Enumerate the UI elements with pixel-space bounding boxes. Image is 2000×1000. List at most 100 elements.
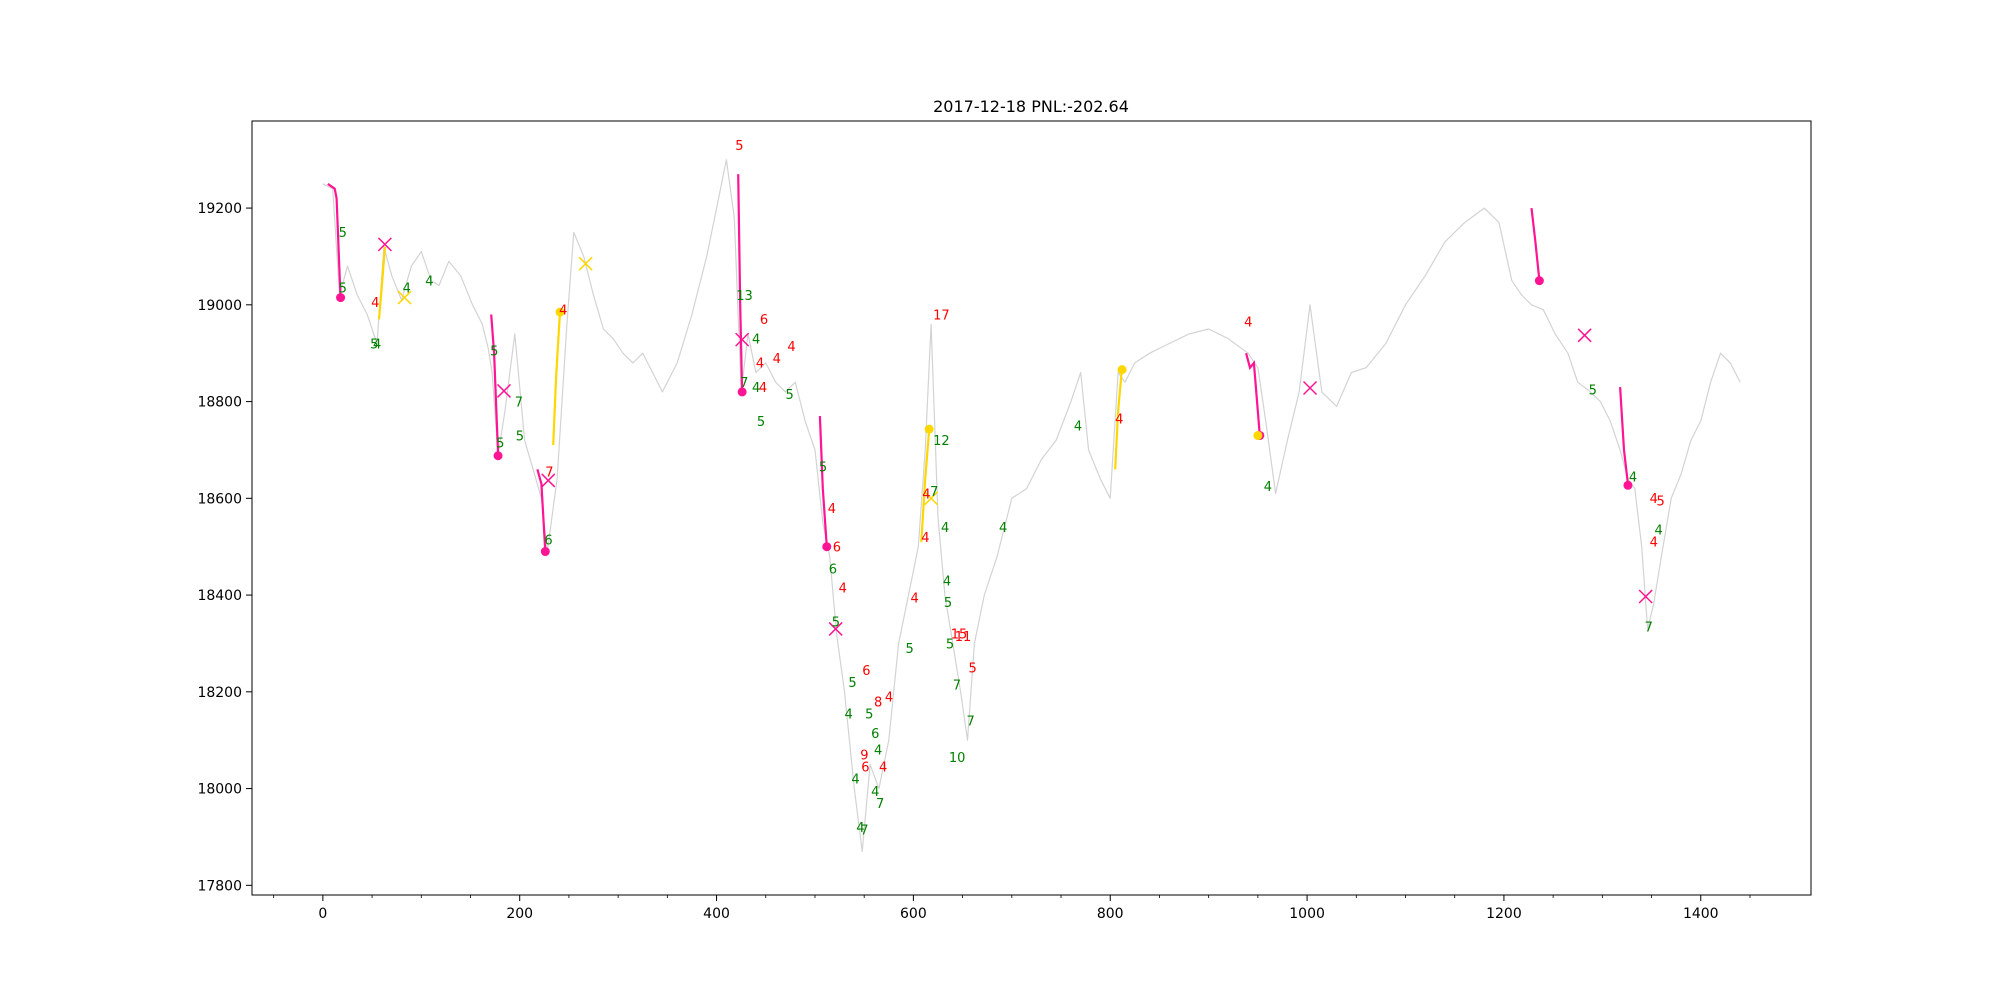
trade-annotation-62: 5: [969, 661, 977, 676]
trade-annotation-29: 6: [829, 562, 837, 577]
trade-annotation-26: 5: [819, 461, 827, 476]
entry-marker-10: [555, 307, 565, 317]
short-trade-line-7: [1619, 387, 1629, 484]
exit-marker-5: [1303, 380, 1318, 396]
long-trade-line-2: [920, 430, 931, 542]
exit-marker-stroke-b: [578, 256, 593, 271]
entry-marker-6: [1534, 276, 1544, 286]
trade-annotation-10: 5: [516, 429, 524, 444]
trade-lines-layer: [327, 174, 1629, 552]
exit-marker-0: [377, 237, 392, 252]
trade-annotation-40: 9: [860, 749, 868, 764]
exit-marker-stroke-b: [541, 473, 556, 488]
trade-annotation-33: 5: [848, 676, 856, 691]
trade-annotation-43: 4: [851, 773, 859, 788]
trade-annotation-68: 4: [1244, 316, 1252, 331]
trade-annotation-11: 7: [545, 466, 553, 481]
trade-annotation-31: 5: [832, 616, 840, 631]
trade-annotation-42: 4: [879, 761, 887, 776]
trade-annotation-76: 7: [1645, 620, 1653, 635]
trade-annotation-37: 5: [865, 707, 873, 722]
exit-marker-stroke-b: [924, 491, 939, 506]
entry-marker-3: [737, 387, 747, 397]
trade-annotation-20: 4: [756, 357, 764, 372]
trade-annotation-59: 11: [955, 630, 972, 645]
entry-marker-0: [336, 293, 346, 303]
trade-annotation-39: 4: [874, 744, 882, 759]
exit-marker-stroke-b: [1577, 328, 1592, 343]
x-tick-label-5: 1000: [1289, 906, 1325, 922]
trade-annotation-67: 4: [1115, 412, 1123, 427]
chart-title: 2017-12-18 PNL:-202.64: [933, 97, 1129, 116]
y-tick-label-3: 18400: [197, 588, 242, 604]
exit-marker-stroke-b: [735, 332, 750, 347]
trade-annotation-45: 7: [876, 797, 884, 812]
exit-marker-stroke-b: [1638, 589, 1653, 604]
trade-annotation-6: 4: [425, 274, 433, 289]
y-tick-label-4: 18600: [197, 491, 242, 507]
trade-annotation-60: 5: [946, 637, 954, 652]
y-tick-label-1: 18000: [197, 782, 242, 798]
exit-marker-stroke-b: [1303, 380, 1318, 396]
long-trade-line-0: [377, 246, 386, 320]
entry-marker-11: [1253, 430, 1263, 440]
trade-annotation-19: 4: [773, 352, 781, 367]
trade-annotation-73: 5: [1656, 495, 1664, 510]
short-trade-line-0: [327, 182, 342, 301]
trade-annotation-44: 4: [871, 785, 879, 800]
exit-marker-stroke-b: [397, 290, 412, 305]
price-series-layer: [322, 159, 1741, 853]
long-trade-line-3: [1114, 367, 1124, 470]
trade-annotation-75: 4: [1650, 536, 1658, 551]
axes-layer: 0 200 400 600 800 1000 1200 1400 17800 18000 18200…: [197, 201, 1751, 922]
exit-marker-7: [1638, 589, 1653, 604]
trade-annotation-28: 6: [833, 541, 841, 556]
trade-annotation-9: 5: [496, 437, 504, 452]
trade-annotation-34: 8: [874, 695, 882, 710]
trade-annotation-21: 7: [740, 376, 748, 391]
trade-annotation-3: 5: [370, 337, 378, 352]
trade-annotation-17: 4: [752, 333, 760, 348]
x-tick-label-0: 0: [318, 906, 327, 922]
entry-marker-8: [924, 424, 934, 434]
exit-marker-2: [541, 473, 556, 488]
exit-marker-10: [924, 491, 939, 506]
entry-marker-1: [493, 451, 503, 461]
trade-annotation-63: 7: [953, 678, 961, 693]
price-series-line: [322, 159, 1741, 853]
trade-annotation-27: 4: [828, 502, 836, 517]
x-tick-label-2: 400: [703, 906, 730, 922]
trade-annotation-64: 7: [967, 715, 975, 730]
trade-annotation-1: 5: [339, 282, 347, 297]
exit-marker-stroke-b: [496, 383, 511, 398]
exit-marker-3: [735, 332, 750, 347]
plot-area-frame: [251, 120, 1812, 896]
exit-marker-6: [1577, 328, 1592, 343]
trade-annotation-65: 10: [949, 751, 966, 766]
y-tick-label-5: 18800: [197, 395, 242, 411]
trade-annotation-74: 4: [1655, 524, 1663, 539]
trade-annotation-13: 4: [559, 304, 567, 319]
trade-annotation-53: 4: [999, 521, 1007, 536]
trade-annotation-49: 12: [933, 434, 950, 449]
long-trade-line-1: [552, 309, 562, 446]
exit-marker-stroke-b: [828, 621, 843, 636]
trade-annotation-47: 7: [860, 824, 868, 839]
exit-marker-1: [496, 383, 511, 398]
exit-marker-4: [828, 621, 843, 636]
trade-annotation-14: 5: [735, 139, 743, 154]
short-trade-line-5: [1530, 207, 1541, 281]
trade-annotation-46: 4: [856, 821, 864, 836]
trade-annotation-57: 5: [944, 596, 952, 611]
trade-annotation-69: 4: [1264, 480, 1272, 495]
trade-annotation-51: 7: [930, 485, 938, 500]
short-trade-line-3: [737, 174, 744, 392]
x-tick-label-1: 200: [506, 906, 533, 922]
trade-annotation-50: 4: [922, 487, 930, 502]
y-tick-label-0: 17800: [197, 878, 242, 894]
trade-annotation-25: 5: [757, 415, 765, 430]
trade-annotation-18: 4: [787, 340, 795, 355]
trade-annotation-41: 6: [861, 761, 869, 776]
x-tick-label-4: 800: [1097, 906, 1124, 922]
